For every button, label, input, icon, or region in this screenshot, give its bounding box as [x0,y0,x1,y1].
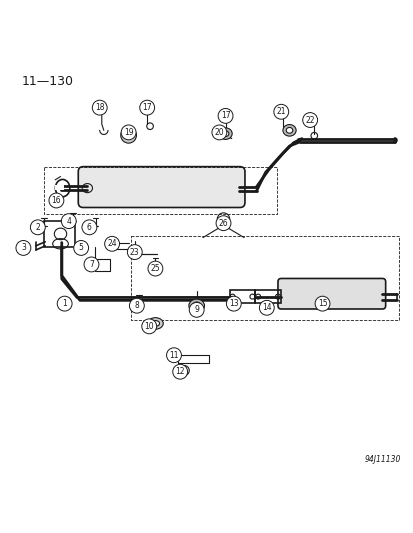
Text: 23: 23 [130,247,139,256]
Circle shape [30,220,45,235]
Text: 26: 26 [218,219,228,228]
Circle shape [140,100,154,115]
Circle shape [216,216,230,231]
Text: 25: 25 [150,264,160,273]
Circle shape [61,214,76,229]
Ellipse shape [147,318,163,329]
Text: 2: 2 [36,223,40,232]
Ellipse shape [285,127,292,133]
Bar [55,185,64,190]
Text: 21: 21 [276,107,285,116]
Bar [44,221,75,247]
Circle shape [166,348,181,362]
Circle shape [147,261,162,276]
Ellipse shape [192,302,200,310]
Text: 13: 13 [228,299,238,308]
FancyBboxPatch shape [277,278,385,309]
Ellipse shape [282,125,295,136]
Circle shape [259,300,273,315]
Circle shape [82,220,97,235]
Circle shape [84,257,99,272]
Circle shape [273,104,288,119]
Circle shape [211,125,226,140]
Circle shape [314,296,329,311]
Text: 5: 5 [78,244,83,253]
Circle shape [221,217,225,221]
Text: 18: 18 [95,103,104,112]
Text: 14: 14 [261,303,271,312]
Text: 12: 12 [175,367,185,376]
Text: 10: 10 [144,322,154,331]
Circle shape [121,125,136,140]
Circle shape [127,245,142,260]
Circle shape [74,240,88,255]
Text: 7: 7 [89,260,94,269]
Text: 1: 1 [62,299,67,308]
Text: 9: 9 [194,305,199,314]
FancyBboxPatch shape [78,167,244,207]
Text: 94J11130: 94J11130 [364,455,400,464]
Text: 3: 3 [21,244,26,253]
Circle shape [49,193,64,208]
Circle shape [172,364,187,379]
Ellipse shape [222,131,228,136]
Circle shape [104,236,119,251]
Ellipse shape [188,299,204,312]
Circle shape [129,298,144,313]
Text: 17: 17 [220,111,230,120]
Bar [255,290,280,303]
Text: 15: 15 [317,299,327,308]
Circle shape [142,319,156,334]
Text: 11—130: 11—130 [21,75,73,87]
Ellipse shape [121,127,136,143]
Ellipse shape [124,131,133,140]
Text: 24: 24 [107,239,116,248]
Text: 6: 6 [87,223,92,232]
Text: 19: 19 [123,128,133,137]
Text: 4: 4 [66,216,71,225]
Bar [229,290,255,303]
Circle shape [189,302,204,317]
Circle shape [92,100,107,115]
Text: 22: 22 [305,116,314,125]
Circle shape [16,240,31,255]
Circle shape [302,112,317,127]
Text: 11: 11 [169,351,178,360]
Text: 20: 20 [214,128,224,137]
Circle shape [218,109,233,123]
Ellipse shape [218,128,232,140]
Text: 16: 16 [52,196,61,205]
Circle shape [226,296,241,311]
Text: 17: 17 [142,103,152,112]
Ellipse shape [151,320,159,326]
Text: 8: 8 [134,301,139,310]
Circle shape [57,296,72,311]
